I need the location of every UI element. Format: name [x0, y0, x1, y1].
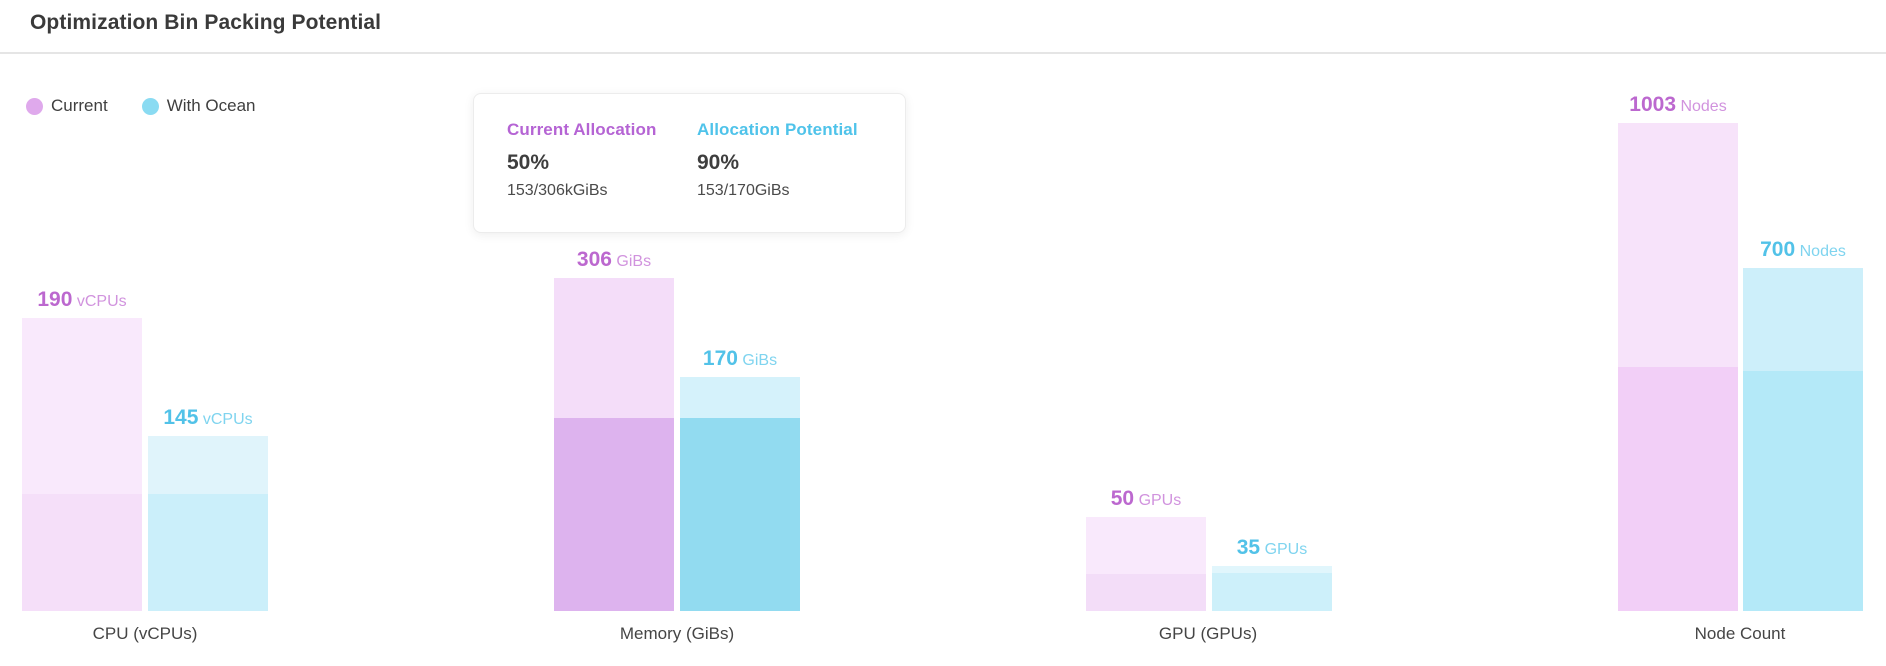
bar-value: 700: [1760, 238, 1796, 261]
tooltip-current-percent: 50%: [507, 151, 550, 174]
bar-unit: vCPUs: [198, 411, 253, 428]
bar-fill-segment: [1618, 367, 1738, 611]
bar-unit: Nodes: [1676, 98, 1727, 115]
legend-dot-icon: [26, 97, 43, 115]
legend-label: With Ocean: [166, 96, 256, 115]
bar-current-memory-gibs[interactable]: 306 GiBs: [554, 249, 674, 611]
bar-fill-segment: [1212, 573, 1332, 611]
bar-value: 1003: [1629, 93, 1677, 116]
bar-value-label: 145 vCPUs: [163, 407, 252, 428]
tooltip-current-allocation: Current Allocation 50% 153/306kGiBs: [507, 120, 697, 232]
bar-with-ocean-cpu-vcpus[interactable]: 145 vCPUs: [148, 407, 268, 611]
bar-value: 145: [163, 406, 199, 429]
chart-legend: Current With Ocean: [26, 96, 256, 116]
bar-fill-segment: [22, 494, 142, 611]
tooltip-potential-percent: 90%: [697, 151, 740, 174]
bar-current-cpu-vcpus[interactable]: 190 vCPUs: [22, 289, 142, 611]
legend-item-current[interactable]: Current: [26, 96, 108, 116]
bar-fill-segment: [554, 418, 674, 611]
header-divider: [0, 52, 1886, 54]
bar-unit: GPUs: [1134, 492, 1182, 509]
bar-fill-segment: [1086, 574, 1206, 611]
bar-value: 170: [702, 347, 738, 370]
tooltip-potential-title: Allocation Potential: [697, 120, 858, 139]
tooltip-current-detail: 153/306kGiBs: [507, 182, 608, 199]
bar-unit: GPUs: [1260, 541, 1308, 558]
category-label-memory-gibs: Memory (GiBs): [619, 624, 735, 643]
bar-value-label: 170 GiBs: [703, 348, 777, 369]
bar-value: 50: [1110, 487, 1135, 510]
bar-with-ocean-gpu-gpus[interactable]: 35 GPUs: [1212, 537, 1332, 611]
chart-tooltip: Current Allocation 50% 153/306kGiBs Allo…: [473, 93, 906, 233]
bar-fill-segment: [148, 494, 268, 611]
bar-current-node-count[interactable]: 1003 Nodes: [1618, 94, 1738, 611]
category-label-gpu-gpus: GPU (GPUs): [1158, 624, 1258, 643]
bar-fill-segment: [680, 418, 800, 611]
tooltip-current-title: Current Allocation: [507, 120, 657, 139]
bar-unit: GiBs: [737, 352, 778, 369]
bar-value-label: 306 GiBs: [577, 249, 651, 270]
bar-unit: GiBs: [611, 253, 652, 270]
bar-value-label: 1003 Nodes: [1629, 94, 1726, 115]
bar-value: 306: [576, 248, 612, 271]
tooltip-allocation-potential: Allocation Potential 90% 153/170GiBs: [697, 120, 887, 232]
category-label-node-count: Node Count: [1694, 624, 1786, 643]
bar-fill-segment: [1743, 371, 1863, 611]
page-title: Optimization Bin Packing Potential: [30, 11, 382, 34]
bar-value-label: 35 GPUs: [1237, 537, 1307, 558]
bar-with-ocean-node-count[interactable]: 700 Nodes: [1743, 239, 1863, 611]
bar-value: 190: [37, 288, 73, 311]
bar-value: 35: [1236, 536, 1261, 559]
bar-current-gpu-gpus[interactable]: 50 GPUs: [1086, 488, 1206, 611]
legend-label: Current: [51, 96, 108, 115]
category-label-cpu-vcpus: CPU (vCPUs): [92, 624, 198, 643]
legend-item-with-ocean[interactable]: With Ocean: [141, 96, 256, 116]
tooltip-potential-detail: 153/170GiBs: [697, 182, 790, 199]
bar-unit: Nodes: [1795, 243, 1846, 260]
bar-unit: vCPUs: [72, 293, 127, 310]
bar-value-label: 50 GPUs: [1111, 488, 1181, 509]
bar-value-label: 190 vCPUs: [37, 289, 126, 310]
legend-dot-icon: [141, 97, 159, 115]
bar-with-ocean-memory-gibs[interactable]: 170 GiBs: [680, 348, 800, 611]
bar-value-label: 700 Nodes: [1760, 239, 1846, 260]
